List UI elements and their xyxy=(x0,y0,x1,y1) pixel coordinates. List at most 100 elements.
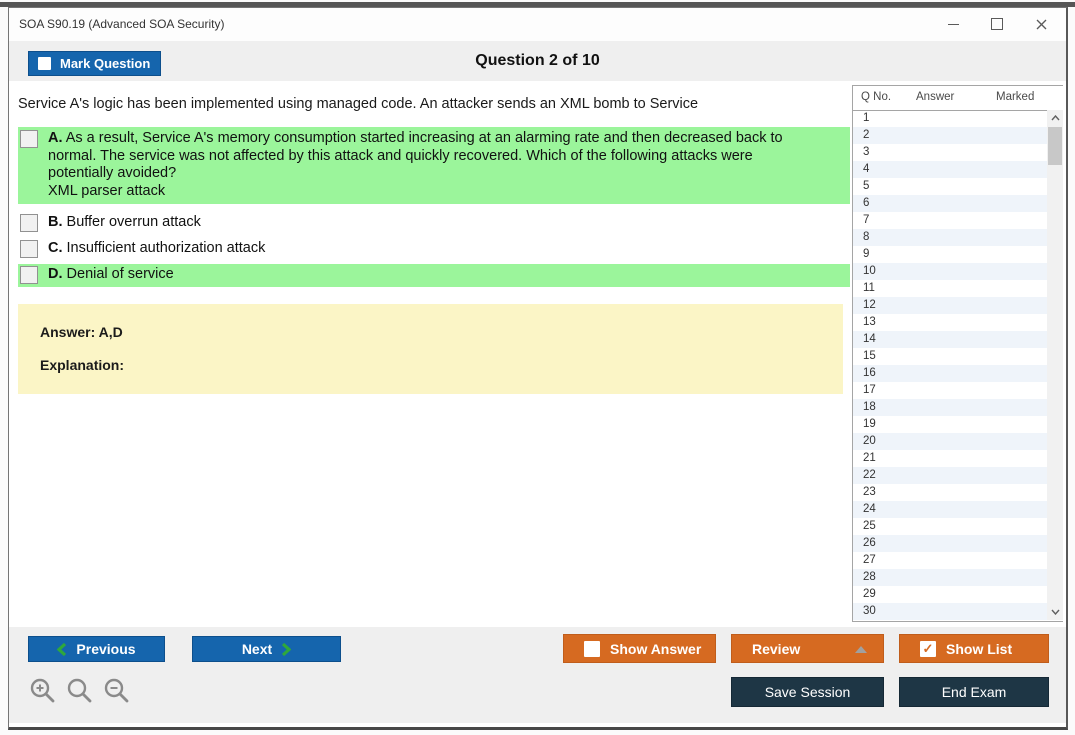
next-label: Next xyxy=(241,641,273,657)
header-band: Mark Question Question 2 of 10 xyxy=(9,41,1066,81)
question-list-row[interactable]: 14 xyxy=(853,331,1048,348)
option-checkbox[interactable] xyxy=(20,214,38,232)
question-list-row[interactable]: 19 xyxy=(863,418,876,430)
options-list: A. As a result, Service A's memory consu… xyxy=(18,127,850,290)
question-list-row[interactable]: 18 xyxy=(853,399,1048,416)
question-list-row[interactable]: 23 xyxy=(863,486,876,498)
option-row-c[interactable]: C. Insufficient authorization attack xyxy=(18,238,850,261)
option-row-a[interactable]: A. As a result, Service A's memory consu… xyxy=(18,127,850,204)
mark-question-checkbox[interactable] xyxy=(38,57,51,70)
show-list-checkbox[interactable]: ✓ xyxy=(920,640,936,657)
mark-question-label: Mark Question xyxy=(60,56,151,71)
option-text: A. As a result, Service A's memory consu… xyxy=(48,130,818,200)
triangle-up-icon xyxy=(855,646,867,653)
previous-button[interactable]: Previous xyxy=(28,636,165,662)
question-list-panel: Q No. Answer Marked 1 2 3 4 5 6 7 8 9 10 11 12 13 14 1… xyxy=(852,85,1063,622)
option-subtext: XML parser attack xyxy=(48,182,166,199)
column-marked: Marked xyxy=(996,91,1035,103)
close-button[interactable] xyxy=(1030,14,1052,34)
end-exam-label: End Exam xyxy=(941,684,1007,700)
question-list-row[interactable]: 16 xyxy=(853,365,1048,382)
question-list-row[interactable]: 21 xyxy=(863,452,876,464)
previous-label: Previous xyxy=(76,641,136,657)
option-text: D. Denial of service xyxy=(48,266,174,282)
show-answer-checkbox[interactable] xyxy=(584,640,600,657)
zoom-tools xyxy=(29,677,130,704)
exam-app-window: SOA S90.19 (Advanced SOA Security) Mark … xyxy=(8,7,1068,730)
question-list-row[interactable]: 9 xyxy=(863,248,870,260)
option-checkbox[interactable] xyxy=(20,266,38,284)
next-button[interactable]: Next xyxy=(192,636,341,662)
question-list-row[interactable]: 3 xyxy=(863,146,870,158)
review-button[interactable]: Review xyxy=(731,634,884,663)
question-list-row[interactable]: 4 xyxy=(853,161,1048,178)
show-answer-button[interactable]: Show Answer xyxy=(563,634,716,663)
option-text: B. Buffer overrun attack xyxy=(48,214,201,230)
column-qno: Q No. xyxy=(861,91,892,103)
minimize-button[interactable] xyxy=(942,14,964,34)
question-list-row[interactable]: 20 xyxy=(853,433,1048,450)
show-list-button[interactable]: ✓ Show List xyxy=(899,634,1049,663)
scroll-up-button[interactable] xyxy=(1047,110,1063,126)
chevron-right-icon xyxy=(282,642,292,656)
question-list-row[interactable]: 28 xyxy=(853,569,1048,586)
question-list-row[interactable]: 11 xyxy=(863,282,875,294)
show-answer-label: Show Answer xyxy=(610,640,702,657)
option-checkbox[interactable] xyxy=(20,240,38,258)
question-list-row[interactable]: 1 xyxy=(863,112,870,124)
question-list-scrollbar[interactable] xyxy=(1047,110,1063,620)
review-label: Review xyxy=(752,640,801,657)
window-title: SOA S90.19 (Advanced SOA Security) xyxy=(19,17,225,31)
option-text: C. Insufficient authorization attack xyxy=(48,240,266,256)
question-list-row[interactable]: 24 xyxy=(853,501,1048,518)
chevron-up-icon xyxy=(1050,115,1060,121)
question-list-row[interactable]: 7 xyxy=(863,214,870,226)
option-row-d[interactable]: D. Denial of service xyxy=(18,264,850,287)
save-session-button[interactable]: Save Session xyxy=(731,677,884,707)
question-list-row[interactable]: 2 xyxy=(853,127,1048,144)
window-controls xyxy=(942,14,1052,34)
question-list-row[interactable]: 15 xyxy=(863,350,876,362)
column-answer: Answer xyxy=(916,91,955,103)
maximize-icon xyxy=(991,18,1003,30)
bottom-toolbar: Previous Next Show xyxy=(9,627,1066,723)
question-list-row[interactable]: 25 xyxy=(863,520,876,532)
question-counter: Question 2 of 10 xyxy=(475,52,600,69)
option-row-b[interactable]: B. Buffer overrun attack xyxy=(18,212,850,235)
zoom-in-icon[interactable] xyxy=(29,677,56,704)
question-text: Service A's logic has been implemented u… xyxy=(18,96,699,112)
question-list-row[interactable]: 17 xyxy=(863,384,876,396)
question-list-row[interactable]: 12 xyxy=(853,297,1048,314)
question-list-row[interactable]: 22 xyxy=(853,467,1048,484)
zoom-icon[interactable] xyxy=(66,677,93,704)
title-bar: SOA S90.19 (Advanced SOA Security) xyxy=(9,8,1066,41)
question-list-row[interactable]: 30 xyxy=(853,603,1048,620)
minimize-icon xyxy=(947,23,959,25)
mark-question-button[interactable]: Mark Question xyxy=(28,51,161,76)
answer-panel: Answer: A,D Explanation: xyxy=(18,304,843,394)
question-list-row[interactable]: 8 xyxy=(853,229,1048,246)
question-list-row[interactable]: 5 xyxy=(863,180,870,192)
window-top-edge xyxy=(0,2,1075,7)
question-list-header: Q No. Answer Marked xyxy=(853,86,1063,111)
save-session-label: Save Session xyxy=(764,684,851,700)
question-list-row[interactable]: 26 xyxy=(853,535,1048,552)
answer-value: Answer: A,D xyxy=(40,324,123,340)
chevron-down-icon xyxy=(1050,609,1060,615)
explanation-label: Explanation: xyxy=(40,357,125,373)
maximize-button[interactable] xyxy=(986,14,1008,34)
chevron-left-icon xyxy=(57,642,67,656)
option-checkbox[interactable] xyxy=(20,130,38,148)
scrollbar-thumb[interactable] xyxy=(1048,127,1062,165)
close-icon xyxy=(1036,19,1046,29)
question-list-row[interactable]: 27 xyxy=(863,554,876,566)
question-list-row[interactable]: 6 xyxy=(853,195,1048,212)
question-list: 1 2 3 4 5 6 7 8 9 10 11 12 13 14 15 16 17 18 19 20 21 22 23 24 2… xyxy=(853,110,1048,620)
question-list-row[interactable]: 13 xyxy=(863,316,876,328)
zoom-out-icon[interactable] xyxy=(103,677,130,704)
question-list-row[interactable]: 29 xyxy=(863,588,876,600)
scroll-down-button[interactable] xyxy=(1047,604,1063,620)
show-list-label: Show List xyxy=(946,640,1013,657)
question-list-row[interactable]: 10 xyxy=(853,263,1048,280)
end-exam-button[interactable]: End Exam xyxy=(899,677,1049,707)
